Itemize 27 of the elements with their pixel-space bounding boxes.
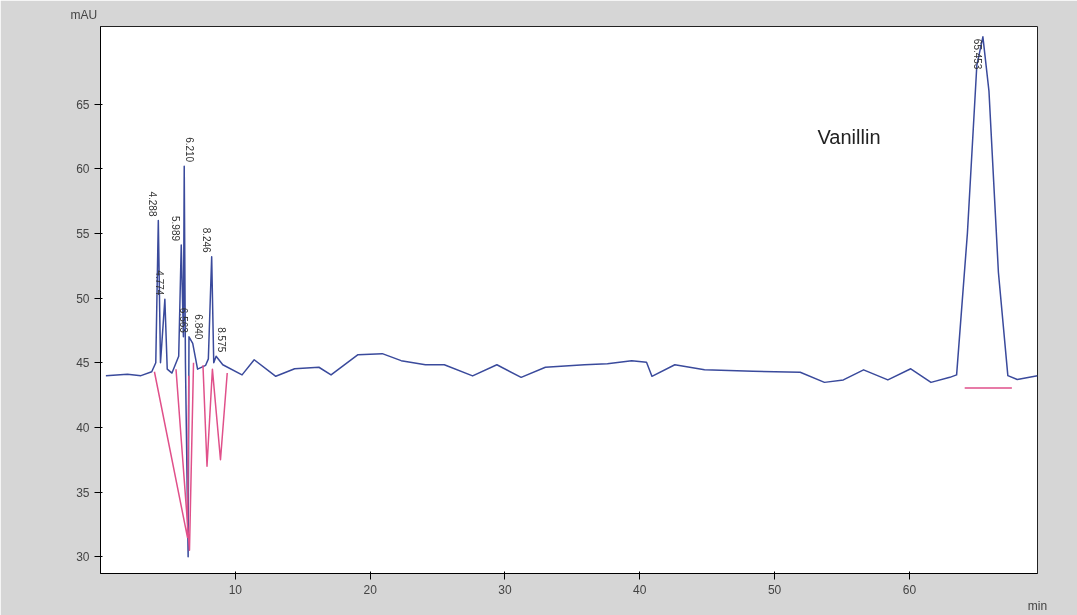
y-axis-title: mAU xyxy=(70,7,98,22)
x-tick-label: 30 xyxy=(498,582,512,597)
annotation: 6.563 xyxy=(177,307,189,334)
x-tick-label: 20 xyxy=(363,582,378,597)
annotation: 6.210 xyxy=(184,137,196,163)
x-tick-label: 10 xyxy=(228,582,243,597)
annotation: 8.246 xyxy=(200,227,212,254)
y-tick-label: 40 xyxy=(76,420,90,435)
line-series xyxy=(105,36,1038,558)
x-tick-label: 40 xyxy=(633,582,647,597)
y-tick-label: 65 xyxy=(76,97,90,112)
x-tick-label: 50 xyxy=(767,582,782,597)
annotation: Vanillin xyxy=(817,125,881,148)
y-tick-label: 55 xyxy=(76,226,90,241)
annotation: 8.575 xyxy=(216,327,228,353)
y-tick-label: 50 xyxy=(76,291,90,306)
y-tick-label: 45 xyxy=(76,356,90,371)
y-tick-label: 60 xyxy=(76,162,90,177)
annotation: 4.774 xyxy=(153,270,165,296)
annotation: 4.288 xyxy=(147,191,159,217)
y-tick-label: 30 xyxy=(76,550,90,565)
annotation: 65.453 xyxy=(971,38,983,70)
annotation: 6.840 xyxy=(192,314,204,340)
x-axis-title: min xyxy=(1027,598,1048,613)
y-tick-label: 35 xyxy=(76,485,90,500)
annotation: 5.989 xyxy=(170,216,182,242)
x-tick-label: 60 xyxy=(902,582,917,597)
